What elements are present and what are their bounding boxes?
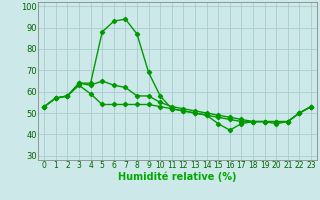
- X-axis label: Humidité relative (%): Humidité relative (%): [118, 172, 237, 182]
